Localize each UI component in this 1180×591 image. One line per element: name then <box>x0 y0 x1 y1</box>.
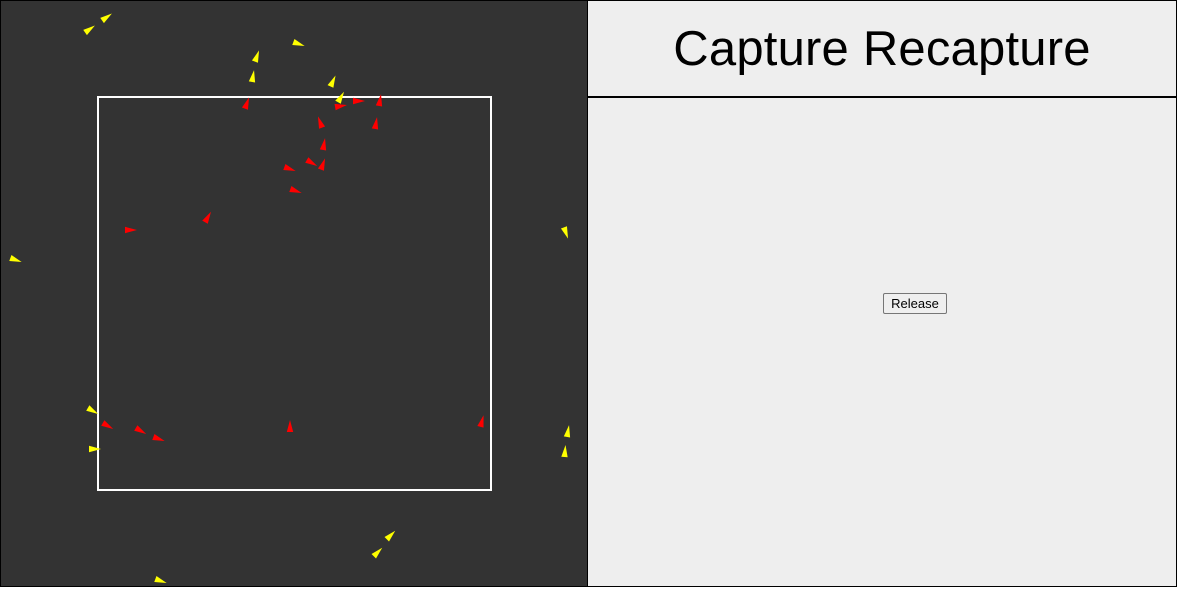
simulation-canvas <box>9 13 571 584</box>
page-title: Capture Recapture <box>673 21 1091 76</box>
unmarked-fish <box>9 254 22 263</box>
unmarked-fish <box>83 25 95 36</box>
marked-fish <box>101 420 114 429</box>
marked-fish <box>477 415 484 428</box>
marked-fish <box>134 425 147 434</box>
unmarked-fish <box>89 445 101 453</box>
unmarked-fish <box>248 70 256 83</box>
fish-layer <box>9 13 571 584</box>
unmarked-fish <box>563 425 571 438</box>
release-button[interactable]: Release <box>883 293 947 314</box>
marked-fish <box>286 420 294 432</box>
marked-fish <box>317 116 326 129</box>
unmarked-fish <box>560 226 569 239</box>
unmarked-fish <box>561 445 568 458</box>
marked-fish <box>305 157 318 166</box>
marked-fish <box>375 94 383 107</box>
unmarked-fish <box>371 547 383 559</box>
marked-fish <box>152 433 165 442</box>
control-panel: Capture Recapture Release <box>587 0 1177 587</box>
marked-fish <box>289 185 302 194</box>
marked-fish <box>202 211 211 224</box>
capture-area-boundary <box>97 96 492 491</box>
header: Capture Recapture <box>588 1 1176 98</box>
unmarked-fish <box>292 38 305 47</box>
unmarked-fish <box>335 91 344 104</box>
marked-fish <box>319 138 327 151</box>
marked-fish <box>125 226 137 234</box>
marked-fish <box>317 158 326 171</box>
marked-fish <box>241 97 250 110</box>
simulation-field <box>0 0 588 587</box>
unmarked-fish <box>327 75 336 88</box>
marked-fish <box>353 97 365 105</box>
marked-fish <box>334 103 347 111</box>
marked-fish <box>371 117 379 130</box>
unmarked-fish <box>86 405 99 414</box>
marked-fish <box>283 163 296 172</box>
unmarked-fish <box>251 50 260 63</box>
unmarked-fish <box>154 575 167 584</box>
unmarked-fish <box>100 13 112 24</box>
unmarked-fish <box>384 530 396 542</box>
